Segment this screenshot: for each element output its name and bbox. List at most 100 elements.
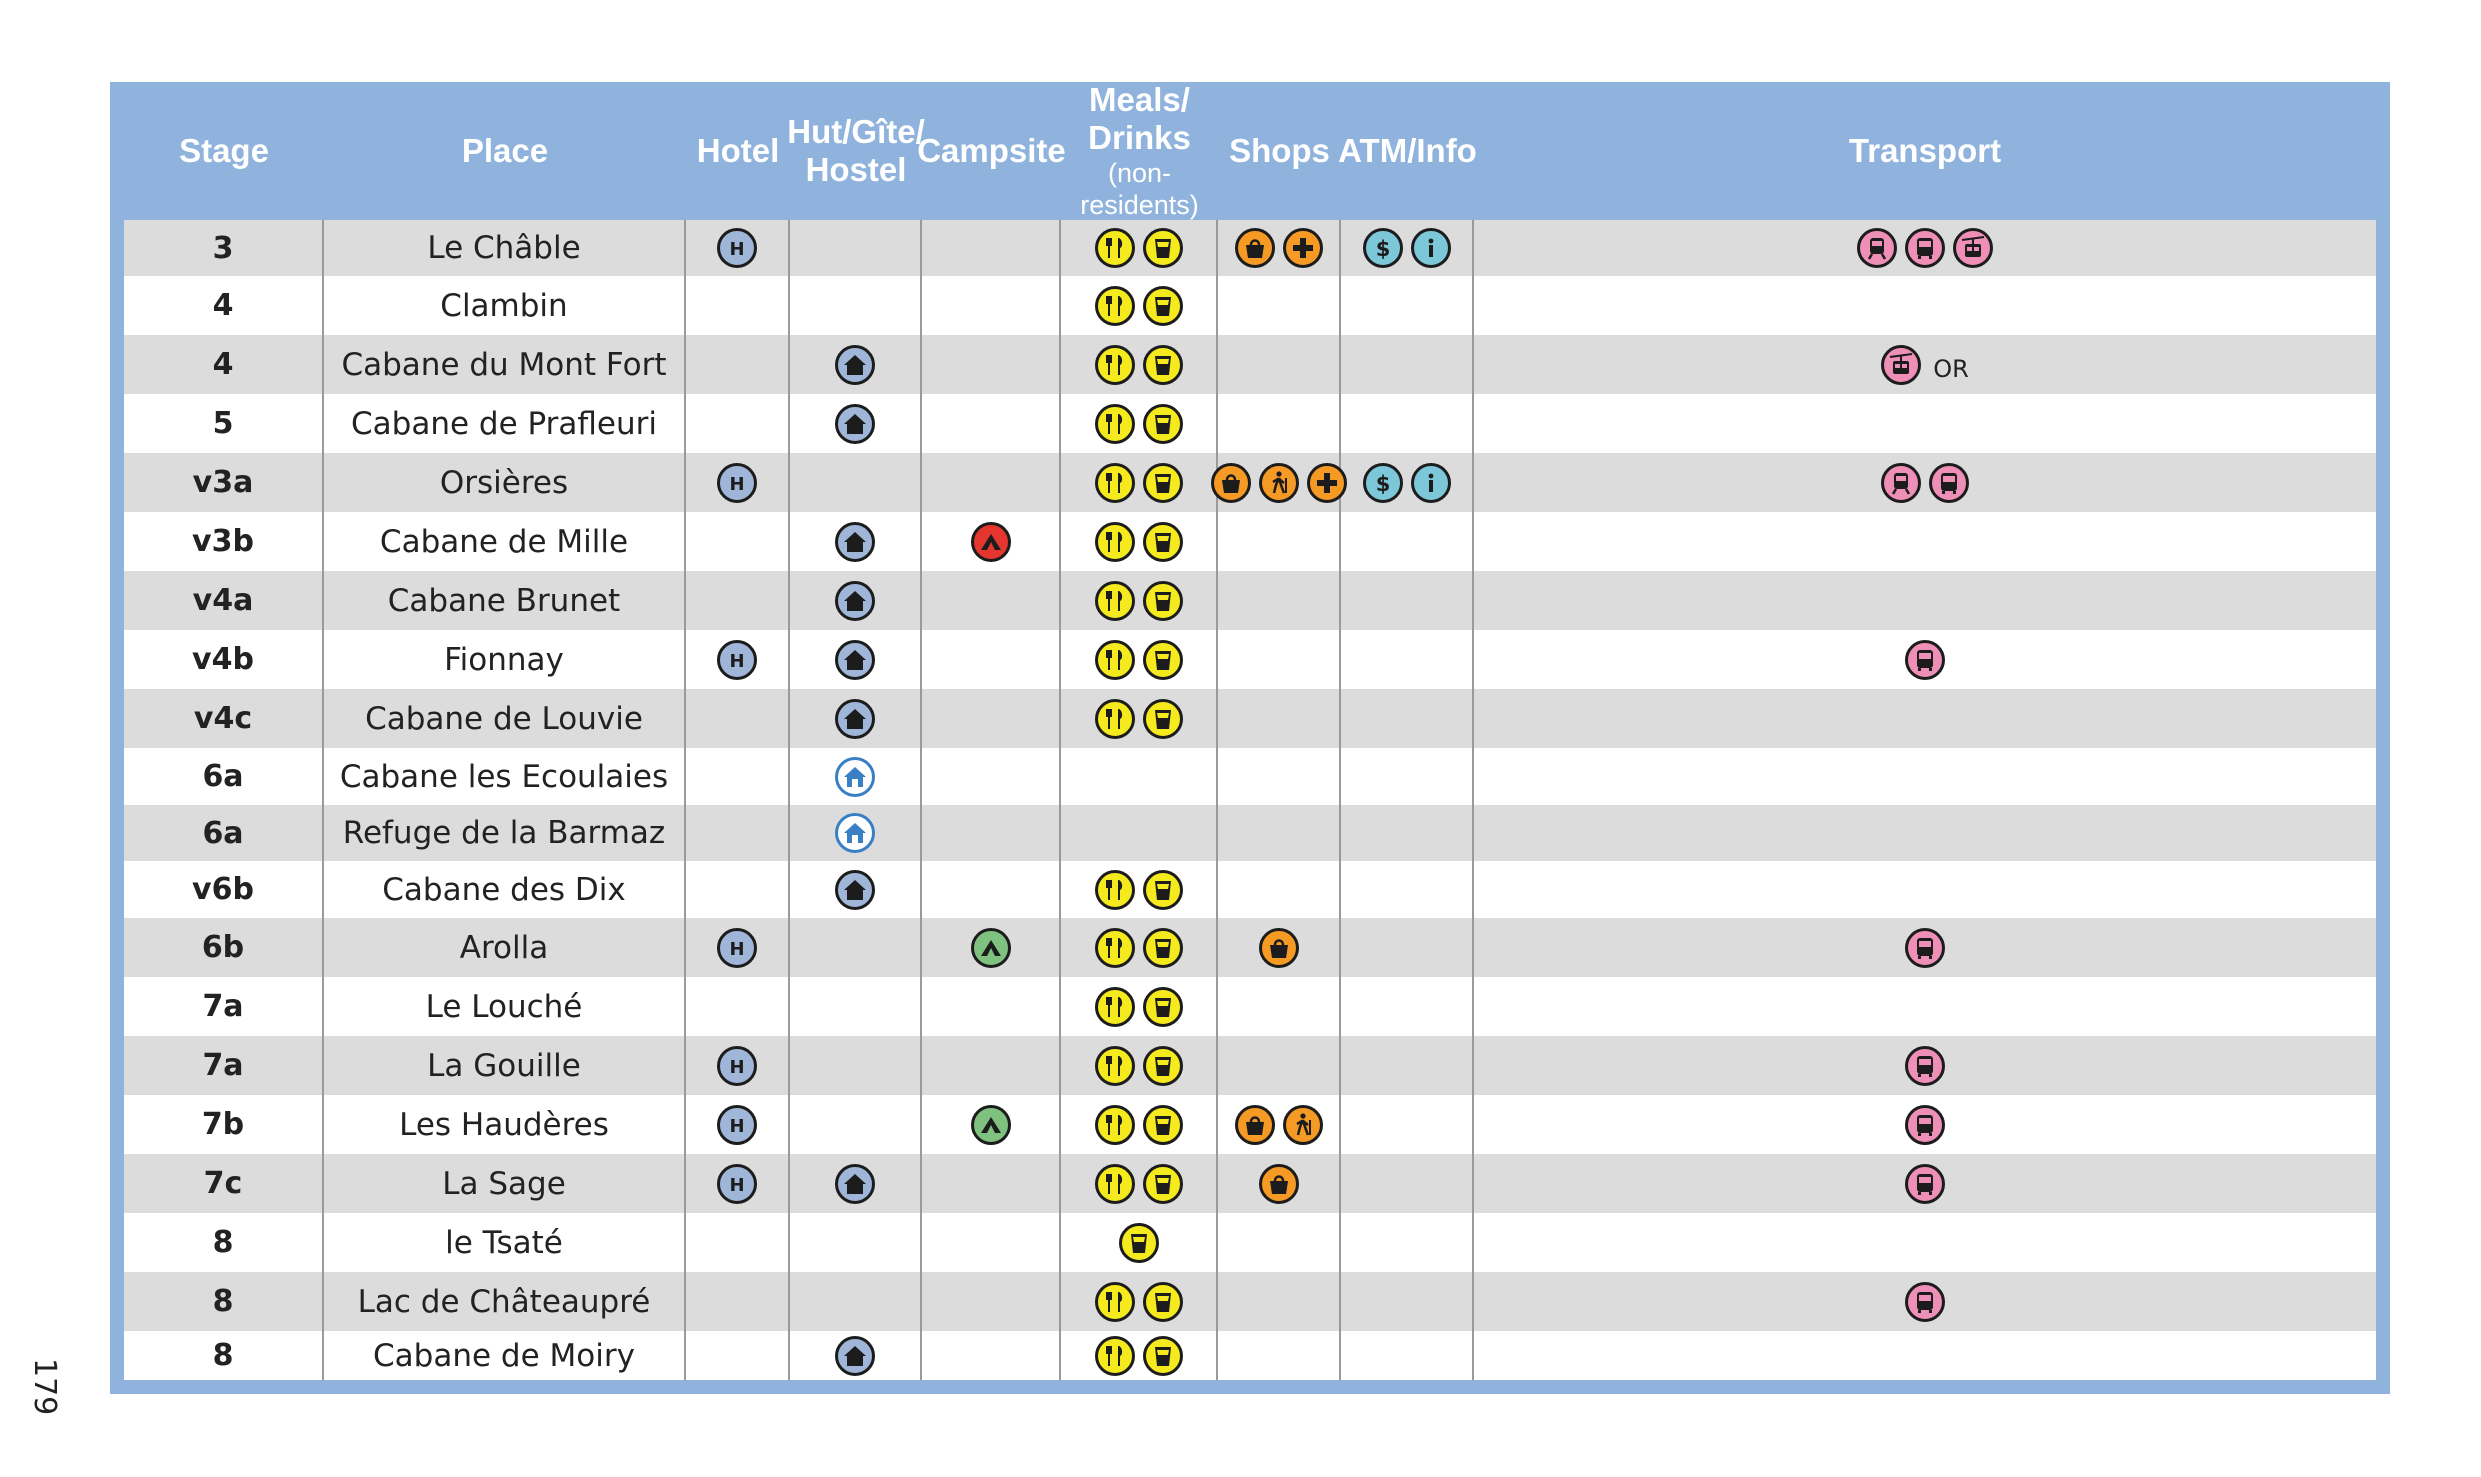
hotel-cell: H: [686, 1154, 790, 1213]
meals-icons: [1094, 1163, 1183, 1204]
hut-icons: [835, 639, 875, 680]
hotel-cell: [686, 1331, 790, 1380]
camp-cell: [922, 453, 1061, 512]
hotel-cell: [686, 335, 790, 394]
meals-icons: [1094, 698, 1183, 739]
hut-cell: [790, 918, 922, 977]
hiking-shop-icon: [1282, 1104, 1323, 1145]
transport-icons: [1905, 1163, 1945, 1204]
bus-icon: [1905, 228, 1945, 268]
camp-icons: [970, 1104, 1011, 1145]
meals-cell: [1061, 1154, 1218, 1213]
transport-cell: [1474, 453, 2376, 512]
shops-cell: [1218, 1095, 1341, 1154]
camp-cell: [922, 748, 1061, 805]
hut-icon: [835, 1335, 875, 1376]
header-label: Shops: [1229, 132, 1330, 169]
transport-icons: [1905, 1104, 1945, 1145]
transport-cell: [1474, 394, 2376, 453]
drink-icon: [1142, 639, 1183, 680]
meals-icons: [1094, 1281, 1183, 1322]
shops-cell: [1218, 394, 1341, 453]
hut-cell: [790, 1331, 922, 1380]
hut-icons: [835, 698, 875, 739]
hotel-icons: H: [717, 1163, 757, 1204]
place-cell: Cabane les Ecoulaies: [324, 748, 686, 805]
meals-cell: [1061, 394, 1218, 453]
hut-cell: [790, 1213, 922, 1272]
bus-icon: [1905, 1045, 1945, 1086]
camp-cell: [922, 918, 1061, 977]
atm-cell: [1341, 1036, 1474, 1095]
camp-cell: [922, 805, 1061, 861]
hotel-cell: [686, 689, 790, 748]
hut-icons: [835, 869, 875, 910]
atm-icon: $: [1362, 462, 1403, 503]
camp-cell: [922, 1154, 1061, 1213]
shops-cell: [1218, 571, 1341, 630]
unstaffed-hut-icon: [835, 813, 875, 853]
drink-icon: [1142, 1045, 1183, 1086]
place-cell: Les Haudères: [324, 1095, 686, 1154]
drink-icon: [1142, 580, 1183, 621]
meals-cell: [1061, 977, 1218, 1036]
drink-icon: [1142, 344, 1183, 385]
transport-cell: [1474, 1331, 2376, 1380]
camp-cell: [922, 1272, 1061, 1331]
camp-cell: [922, 571, 1061, 630]
stage-cell: 8: [124, 1213, 324, 1272]
atm-cell: [1341, 571, 1474, 630]
stage-cell: 5: [124, 394, 324, 453]
hotel-icon: H: [717, 927, 757, 968]
place-cell: Refuge de la Barmaz: [324, 805, 686, 861]
hotel-icon: H: [717, 228, 757, 268]
transport-icons: [1905, 1281, 1945, 1322]
bus-icon: [1905, 1281, 1945, 1322]
atm-cell: [1341, 630, 1474, 689]
hut-icons: [835, 580, 875, 621]
shop-icon: [1234, 1104, 1275, 1145]
transport-icons: [1857, 228, 1993, 268]
hotel-icon: H: [717, 639, 757, 680]
atm-cell: [1341, 1095, 1474, 1154]
drink-icon: [1142, 986, 1183, 1027]
hotel-cell: [686, 276, 790, 335]
camp-cell: [922, 1036, 1061, 1095]
hut-cell: [790, 220, 922, 276]
camp-cell: [922, 1213, 1061, 1272]
cable-car-icon: [1953, 228, 1993, 268]
svg-text:H: H: [729, 1175, 744, 1196]
hotel-cell: [686, 805, 790, 861]
shops-cell: [1218, 276, 1341, 335]
atm-cell: [1341, 1213, 1474, 1272]
hut-cell: [790, 1095, 922, 1154]
restaurant-icon: [1094, 986, 1135, 1027]
table-row: 7a La Gouille H: [124, 1036, 2376, 1095]
stage-cell: v3a: [124, 453, 324, 512]
place-cell: le Tsaté: [324, 1213, 686, 1272]
restaurant-icon: [1094, 639, 1135, 680]
shop-icon: [1258, 1163, 1299, 1204]
meals-cell: [1061, 276, 1218, 335]
camp-cell: [922, 220, 1061, 276]
table-row: 4 Clambin: [124, 276, 2376, 335]
hotel-cell: [686, 571, 790, 630]
place-cell: Cabane des Dix: [324, 861, 686, 918]
shops-cell: [1218, 689, 1341, 748]
transport-cell: [1474, 748, 2376, 805]
header-label: Meals/: [1089, 81, 1190, 118]
place-cell: Orsières: [324, 453, 686, 512]
table-row: 6a Refuge de la Barmaz: [124, 805, 2376, 861]
meals-icons: [1094, 1335, 1183, 1376]
transport-icons: [1905, 1045, 1945, 1086]
hotel-cell: [686, 512, 790, 571]
campsite-green-icon: [970, 927, 1011, 968]
hotel-cell: [686, 861, 790, 918]
transport-icons: [1905, 639, 1945, 680]
drink-icon: [1118, 1222, 1159, 1263]
shops-cell: [1210, 453, 1347, 512]
shops-icons: [1258, 927, 1299, 968]
table-row: v3a Orsières H $: [124, 453, 2376, 512]
camp-cell: [922, 1095, 1061, 1154]
drink-icon: [1142, 285, 1183, 326]
